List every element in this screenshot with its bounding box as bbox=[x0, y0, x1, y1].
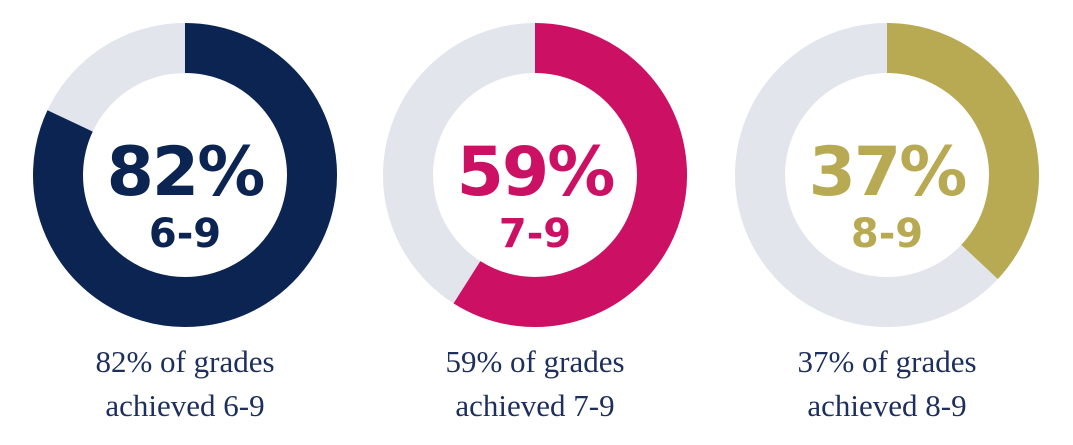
donut-percent-label: 82% bbox=[107, 133, 264, 212]
caption-line-1: 37% of grades bbox=[797, 344, 977, 379]
caption-line-1: 82% of grades bbox=[95, 344, 275, 379]
donut-value-arc bbox=[453, 23, 687, 327]
donut-caption: 82% of grades achieved 6-9 bbox=[25, 340, 345, 428]
donut-value-arc bbox=[33, 23, 337, 327]
donut-card-6-9: 82% 6-9 82% of grades achieved 6-9 bbox=[25, 0, 345, 445]
donut-caption: 59% of grades achieved 7-9 bbox=[375, 340, 695, 428]
donut-chart-7-9: 59% 7-9 bbox=[383, 23, 687, 327]
caption-line-2: achieved 7-9 bbox=[455, 388, 615, 423]
donut-percent-label: 37% bbox=[809, 133, 966, 212]
donut-card-7-9: 59% 7-9 59% of grades achieved 7-9 bbox=[375, 0, 695, 445]
donut-range-label: 6-9 bbox=[149, 211, 221, 257]
donut-caption: 37% of grades achieved 8-9 bbox=[727, 340, 1047, 428]
caption-line-2: achieved 8-9 bbox=[807, 388, 967, 423]
caption-line-1: 59% of grades bbox=[445, 344, 625, 379]
donut-range-label: 7-9 bbox=[499, 211, 571, 257]
caption-line-2: achieved 6-9 bbox=[105, 388, 265, 423]
donut-card-8-9: 37% 8-9 37% of grades achieved 8-9 bbox=[727, 0, 1047, 445]
donut-chart-8-9: 37% 8-9 bbox=[735, 23, 1039, 327]
donut-range-label: 8-9 bbox=[851, 211, 923, 257]
donut-value-arc bbox=[886, 23, 1039, 280]
donut-percent-label: 59% bbox=[457, 133, 614, 212]
donut-chart-6-9: 82% 6-9 bbox=[33, 23, 337, 327]
